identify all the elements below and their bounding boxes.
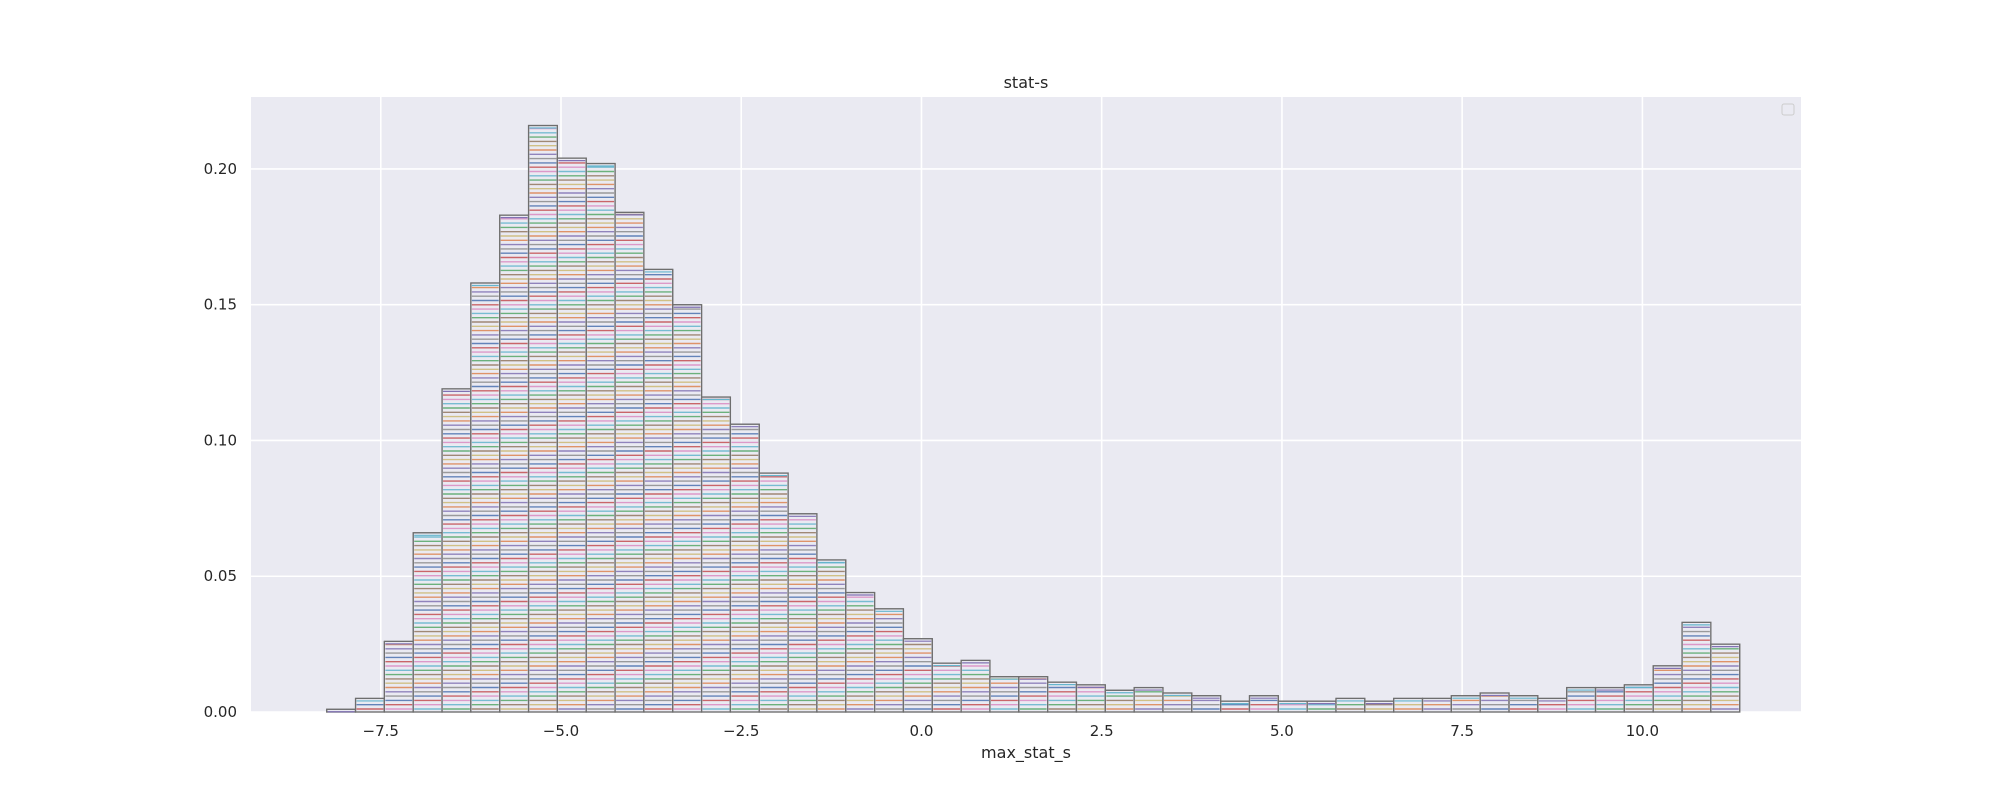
histogram-bar xyxy=(1393,697,1424,713)
histogram-bar xyxy=(729,423,760,713)
histogram-bar xyxy=(1047,681,1078,713)
histogram-bar xyxy=(1335,697,1366,713)
x-tick-label: −2.5 xyxy=(723,722,759,740)
histogram-bar xyxy=(672,304,703,713)
histogram-bar xyxy=(1306,700,1337,713)
histogram-bar xyxy=(845,591,876,713)
histogram-bar xyxy=(989,676,1020,713)
histogram-bar xyxy=(441,388,472,713)
histogram-bar xyxy=(1248,695,1279,713)
histogram-bar xyxy=(1075,684,1106,713)
histogram-bar xyxy=(1681,621,1712,713)
histogram-bar xyxy=(1537,697,1568,713)
chart-title: stat-s xyxy=(1004,73,1049,92)
histogram-bar xyxy=(1104,689,1135,713)
histogram-bar xyxy=(931,662,962,713)
x-tick-label: 0.0 xyxy=(910,722,934,740)
histogram-bar xyxy=(902,638,933,713)
histogram-bar xyxy=(816,559,847,713)
x-tick-label: 5.0 xyxy=(1270,722,1294,740)
histogram-bar xyxy=(1566,686,1597,713)
y-tick-label: 0.00 xyxy=(204,703,237,721)
x-tick-label: 10.0 xyxy=(1626,722,1659,740)
histogram-bar xyxy=(700,396,732,713)
y-tick-label: 0.15 xyxy=(204,296,237,314)
histogram-bar xyxy=(1191,695,1222,713)
x-tick-label: 2.5 xyxy=(1090,722,1114,740)
histogram-bar xyxy=(1652,665,1683,713)
histogram-bar xyxy=(1133,686,1164,713)
y-tick-label: 0.05 xyxy=(204,567,237,585)
x-axis-label: max_stat_s xyxy=(981,743,1071,763)
x-tick-label: −5.0 xyxy=(543,722,579,740)
y-tick-label: 0.10 xyxy=(204,431,237,449)
histogram-bar xyxy=(383,640,414,713)
legend-box xyxy=(1781,103,1795,116)
histogram-bar xyxy=(874,608,905,713)
histogram-bar xyxy=(1710,643,1741,713)
histogram-bar xyxy=(787,513,818,713)
x-tick-label: −7.5 xyxy=(363,722,399,740)
histogram-bar xyxy=(1508,695,1539,713)
histogram-bar xyxy=(1018,676,1049,713)
histogram-bar xyxy=(556,157,587,713)
histogram-bar xyxy=(1623,684,1654,713)
histogram-bar xyxy=(326,708,357,713)
y-axis-ticks: 0.00 0.05 0.10 0.15 0.20 xyxy=(204,160,237,721)
histogram-bar xyxy=(1594,686,1625,713)
histogram-bar xyxy=(758,472,789,713)
histogram-bar xyxy=(1421,697,1452,713)
histogram-bar xyxy=(1450,695,1481,713)
histogram-bar xyxy=(1277,700,1308,713)
histogram-bar xyxy=(643,268,674,713)
y-tick-label: 0.20 xyxy=(204,160,237,178)
histogram-bar xyxy=(1162,692,1193,713)
x-tick-label: 7.5 xyxy=(1450,722,1474,740)
histogram-bar xyxy=(960,659,991,713)
histogram-bar xyxy=(1220,700,1251,713)
histogram-bar xyxy=(1479,692,1510,713)
histogram-bar xyxy=(499,214,530,713)
histogram-bar xyxy=(585,162,616,713)
histogram-bars xyxy=(326,124,1741,713)
x-axis-ticks: −7.5 −5.0 −2.5 0.0 2.5 5.0 7.5 10.0 xyxy=(363,722,1660,740)
histogram-bar xyxy=(412,532,443,713)
histogram-bar xyxy=(1364,700,1395,713)
histogram-bar xyxy=(527,124,558,713)
histogram-bar xyxy=(614,211,645,713)
histogram-bar xyxy=(470,282,501,713)
histogram-bar xyxy=(354,697,385,713)
